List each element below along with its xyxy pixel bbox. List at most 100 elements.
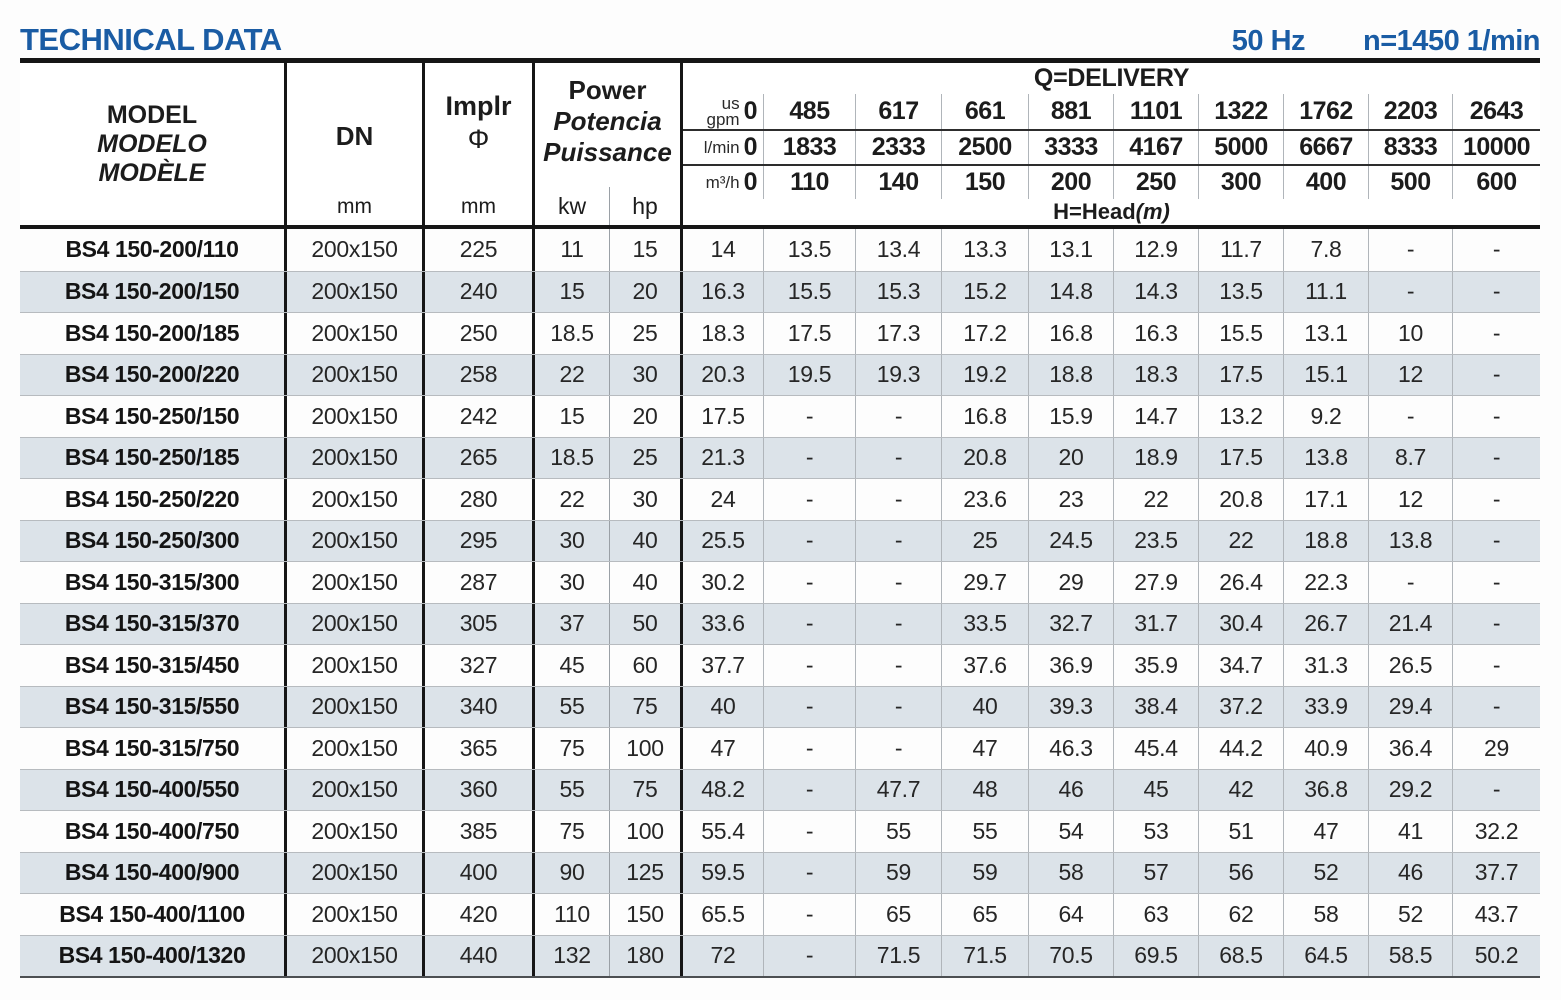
model-cell: BS4 150-200/185 bbox=[20, 313, 287, 354]
head-cell: 43.7 bbox=[1452, 894, 1540, 935]
head-cell: - bbox=[763, 645, 855, 686]
dn-cell: 200x150 bbox=[287, 811, 425, 852]
flow-value: 150 bbox=[941, 166, 1028, 199]
head-cell: 55 bbox=[855, 811, 941, 852]
head-cell: 13.2 bbox=[1198, 396, 1283, 437]
head-cell: 10 bbox=[1368, 313, 1452, 354]
flow-value: 250 bbox=[1113, 166, 1198, 199]
head-cell: 16.8 bbox=[1028, 313, 1113, 354]
head-cell: - bbox=[1452, 603, 1540, 644]
head-cell: 13.8 bbox=[1368, 520, 1452, 561]
head-cell: 65 bbox=[855, 894, 941, 935]
hp-cell: 20 bbox=[610, 396, 683, 437]
head-cell: 20 bbox=[1028, 437, 1113, 478]
flow-value: 1762 bbox=[1283, 94, 1368, 129]
head-cell: 47 bbox=[1283, 811, 1368, 852]
head-cell: - bbox=[855, 437, 941, 478]
impeller-cell: 327 bbox=[425, 645, 535, 686]
table-row: BS4 150-200/110 200x150 225 11 15 14 13.… bbox=[20, 229, 1540, 271]
head-cell: 8.7 bbox=[1368, 437, 1452, 478]
flow-unit-label: l/min bbox=[703, 137, 740, 157]
kw-cell: 22 bbox=[535, 479, 610, 520]
head-cell: - bbox=[1452, 229, 1540, 271]
head-cell: - bbox=[855, 396, 941, 437]
dn-cell: 200x150 bbox=[287, 520, 425, 561]
power-label-es: Potencia bbox=[553, 106, 662, 136]
flow-value: 485 bbox=[763, 94, 855, 129]
title-bar: TECHNICAL DATA 50 Hz n=1450 1/min bbox=[20, 0, 1540, 58]
head-cell: 38.4 bbox=[1113, 686, 1198, 727]
hp-cell: 100 bbox=[610, 728, 683, 769]
head-cell: - bbox=[763, 728, 855, 769]
hp-cell: 180 bbox=[610, 935, 683, 976]
technical-table: MODEL MODELO MODÈLE DN mm Implr Φ mm Pow… bbox=[20, 58, 1540, 978]
head-cell: 15.1 bbox=[1283, 354, 1368, 395]
head-cell: - bbox=[855, 728, 941, 769]
flow-value: 140 bbox=[855, 166, 941, 199]
impeller-cell: 295 bbox=[425, 520, 535, 561]
head-cell: - bbox=[1452, 686, 1540, 727]
head-cell: 57 bbox=[1113, 852, 1198, 893]
head-cell: 50.2 bbox=[1452, 935, 1540, 976]
kw-cell: 30 bbox=[535, 562, 610, 603]
head-cell: 30.2 bbox=[701, 568, 745, 595]
impeller-cell: 258 bbox=[425, 354, 535, 395]
impeller-cell: 385 bbox=[425, 811, 535, 852]
head-cell: 58.5 bbox=[1368, 935, 1452, 976]
dn-column-header: DN mm bbox=[287, 63, 425, 225]
model-cell: BS4 150-400/900 bbox=[20, 852, 287, 893]
head-cell: 18.3 bbox=[701, 319, 745, 346]
table-row: BS4 150-315/450 200x150 327 45 60 37.7 -… bbox=[20, 644, 1540, 686]
flow-value: 661 bbox=[941, 94, 1028, 129]
kw-cell: 110 bbox=[535, 894, 610, 935]
power-label-fr: Puissance bbox=[543, 137, 672, 167]
table-row: BS4 150-315/550 200x150 340 55 75 40 - -… bbox=[20, 685, 1540, 727]
hp-cell: 125 bbox=[610, 852, 683, 893]
head-cell: 16.3 bbox=[701, 278, 745, 305]
kw-cell: 11 bbox=[535, 229, 610, 271]
head-cell: 14.7 bbox=[1113, 396, 1198, 437]
head-cell: 15.5 bbox=[763, 271, 855, 312]
flow-value: 2643 bbox=[1452, 94, 1540, 129]
impeller-cell: 440 bbox=[425, 935, 535, 976]
head-cell: 20.8 bbox=[941, 437, 1028, 478]
head-cell: 15.5 bbox=[1198, 313, 1283, 354]
impeller-cell: 360 bbox=[425, 769, 535, 810]
head-cell: 26.4 bbox=[1198, 562, 1283, 603]
flow-unit-row: m³/h 0 110 140 150 200 250 300 400 500 6… bbox=[683, 164, 1540, 199]
head-cell: 72 bbox=[710, 942, 736, 969]
dn-cell: 200x150 bbox=[287, 479, 425, 520]
head-cell: - bbox=[1452, 437, 1540, 478]
dn-unit: mm bbox=[337, 195, 372, 218]
head-cell: 51 bbox=[1198, 811, 1283, 852]
head-cell: 64 bbox=[1028, 894, 1113, 935]
kw-cell: 15 bbox=[535, 396, 610, 437]
kw-cell: 37 bbox=[535, 603, 610, 644]
head-cell: 29.7 bbox=[941, 562, 1028, 603]
flow-unit-cell: l/min 0 bbox=[683, 131, 763, 164]
flow-value: 3333 bbox=[1028, 131, 1113, 164]
hp-cell: 30 bbox=[610, 479, 683, 520]
head-cell: 47 bbox=[710, 734, 736, 761]
table-row: BS4 150-315/370 200x150 305 37 50 33.6 -… bbox=[20, 602, 1540, 644]
head-cell: 33.9 bbox=[1283, 686, 1368, 727]
flow-value: 4167 bbox=[1113, 131, 1198, 164]
head-cell: 46.3 bbox=[1028, 728, 1113, 769]
dn-cell: 200x150 bbox=[287, 935, 425, 976]
head-cell: 29 bbox=[1028, 562, 1113, 603]
head-cell: - bbox=[855, 686, 941, 727]
head-cell: 25 bbox=[941, 520, 1028, 561]
head-cell: - bbox=[1452, 520, 1540, 561]
head-cell: 17.2 bbox=[941, 313, 1028, 354]
head-cell: 22 bbox=[1113, 479, 1198, 520]
dn-cell: 200x150 bbox=[287, 728, 425, 769]
speed-label: n=1450 1/min bbox=[1363, 25, 1540, 57]
head-cell: 55 bbox=[941, 811, 1028, 852]
head-cell: - bbox=[763, 811, 855, 852]
table-row: BS4 150-400/550 200x150 360 55 75 48.2 -… bbox=[20, 768, 1540, 810]
dn-label: DN bbox=[335, 121, 374, 151]
head-cell: - bbox=[855, 479, 941, 520]
head-cell: 15.2 bbox=[941, 271, 1028, 312]
flow-value: 400 bbox=[1283, 166, 1368, 199]
